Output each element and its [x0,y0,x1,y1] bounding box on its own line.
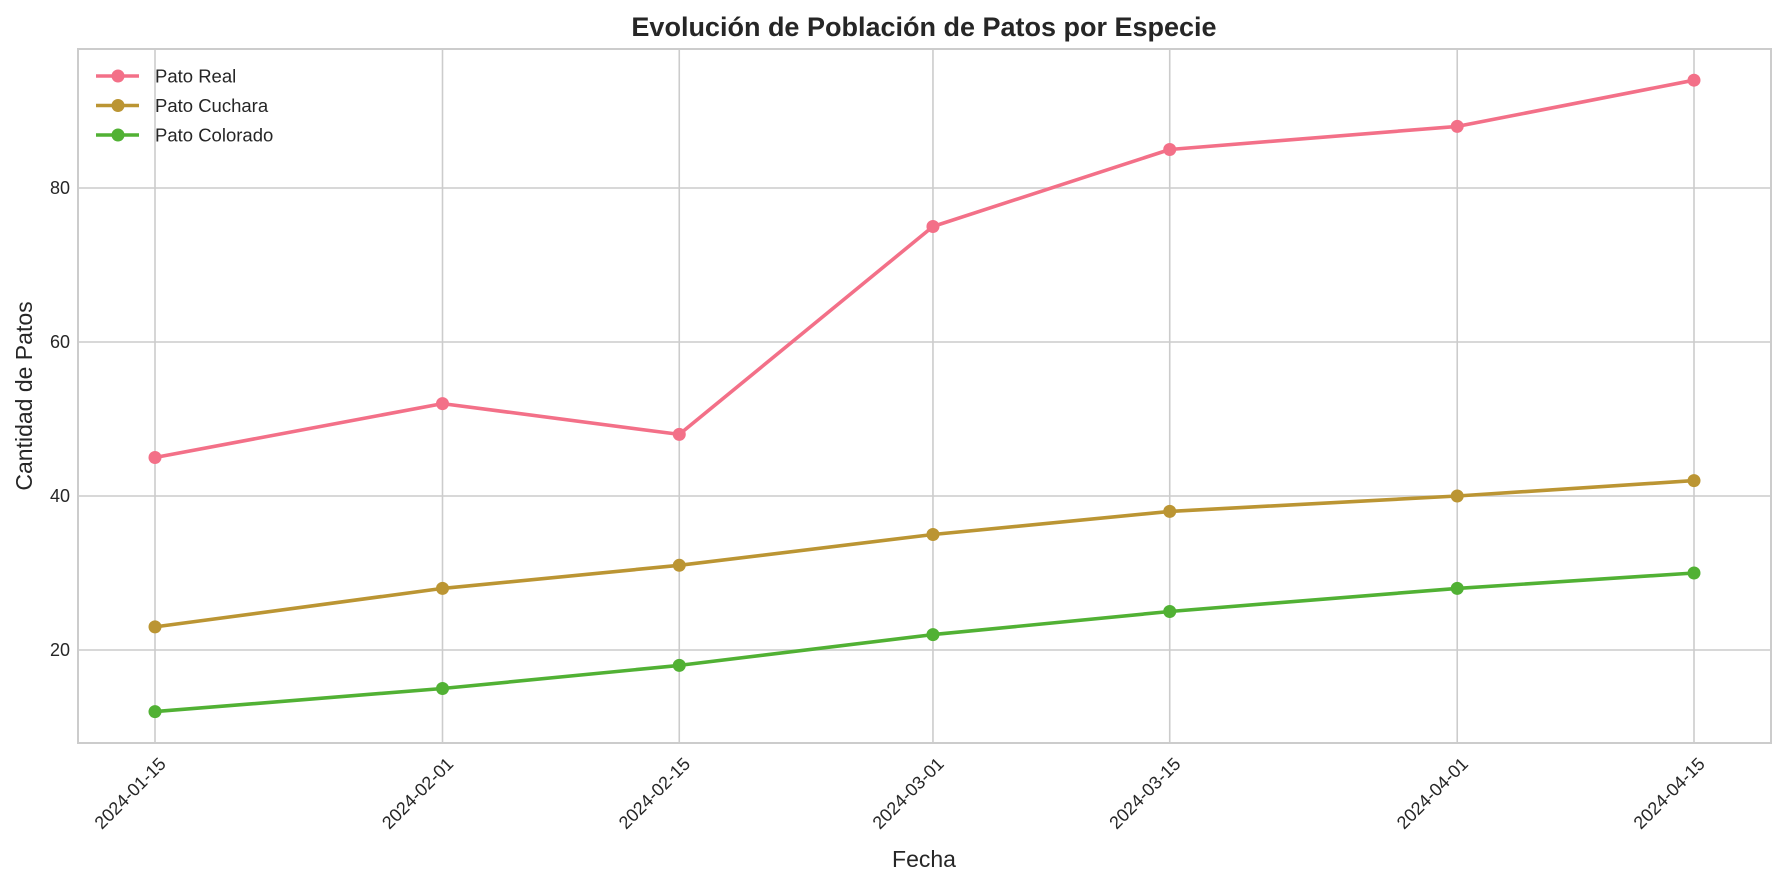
y-tick-label: 40 [50,486,70,506]
gridlines [78,49,1771,743]
x-tick-label: 2024-04-01 [1393,754,1472,833]
data-point-marker [148,451,162,464]
data-point-marker [1450,489,1464,503]
legend-label: Pato Real [155,66,236,87]
y-tick-label: 20 [50,640,70,660]
series-line [154,478,1695,629]
series-line [154,78,1695,460]
plot-frame [77,48,1772,744]
series-line [154,571,1695,714]
legend-label: Pato Cuchara [155,95,269,116]
series-pato-real [148,73,1701,464]
x-tick-label: 2024-04-15 [1630,754,1709,833]
data-point-marker [148,620,162,634]
x-axis-label: Fecha [892,846,956,872]
x-tick-label: 2024-03-15 [1105,754,1184,833]
y-axis-label: Cantidad de Patos [11,301,37,490]
data-point-marker [148,705,162,719]
data-point-marker [926,220,940,233]
data-point-marker [1687,566,1701,580]
x-axis-ticks: 2024-01-15 2024-02-01 2024-02-15 2024-03-01… [91,754,1709,833]
data-point-marker [672,558,686,572]
series-lines [148,73,1701,719]
data-point-marker [926,528,940,541]
legend-dot-icon [111,99,125,112]
x-tick-label: 2024-01-15 [91,754,170,833]
x-tick-label: 2024-02-01 [378,754,457,833]
data-point-marker [436,682,450,695]
data-point-marker [1450,119,1464,133]
legend-item: Pato Colorado [96,125,273,146]
x-tick-label: 2024-03-01 [869,754,948,833]
legend-item: Pato Real [96,66,236,87]
data-point-marker [1163,605,1177,618]
data-point-marker [1450,581,1464,595]
legend: Pato Real Pato Cuchara Pato Colorado [96,66,273,146]
data-point-marker [672,658,686,672]
data-point-marker [1687,73,1701,87]
series-pato-colorado [148,566,1701,719]
legend-dot-icon [111,69,125,83]
legend-item: Pato Cuchara [96,95,269,116]
series-pato-cuchara [148,474,1701,634]
legend-dot-icon [111,128,125,142]
data-point-marker [1163,504,1177,518]
data-point-marker [436,581,450,595]
y-tick-label: 60 [50,332,70,352]
data-point-marker [436,397,450,411]
legend-label: Pato Colorado [155,125,273,146]
data-point-marker [1163,143,1177,156]
chart-title: Evolución de Población de Patos por Espe… [631,12,1216,42]
y-tick-label: 80 [50,178,70,198]
data-point-marker [926,628,940,642]
y-axis-ticks: 20 40 60 80 [50,178,70,660]
data-point-marker [672,427,686,441]
x-tick-label: 2024-02-15 [615,754,694,833]
data-point-marker [1687,474,1701,488]
